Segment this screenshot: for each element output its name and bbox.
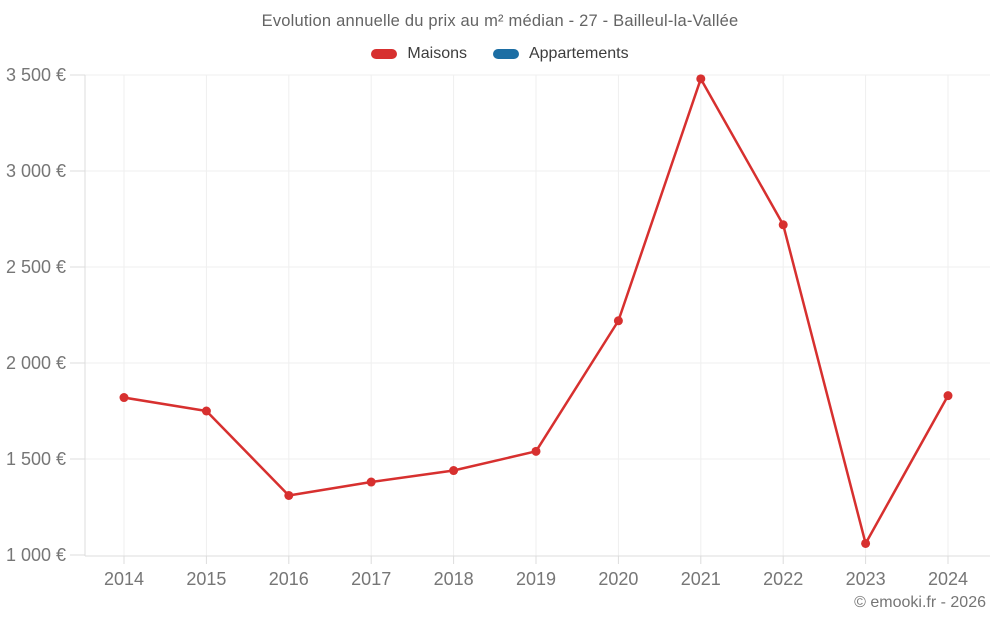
appartements-legend-swatch — [492, 49, 519, 59]
maisons-point-2015[interactable] — [201, 406, 211, 416]
appartements-legend-label: Appartements — [528, 45, 629, 62]
x-tick-label: 2022 — [763, 569, 803, 589]
chart-footer-credit: © emooki.fr - 2026 — [854, 594, 986, 611]
y-tick-label: 1 000 € — [6, 545, 66, 565]
x-tick-label: 2016 — [269, 569, 309, 589]
y-tick-label: 2 000 € — [6, 353, 66, 373]
x-tick-label: 2021 — [681, 569, 721, 589]
x-tick-label: 2023 — [846, 569, 886, 589]
x-tick-label: 2017 — [351, 569, 391, 589]
maisons-point-2019[interactable] — [531, 446, 541, 456]
x-tick-label: 2014 — [104, 569, 144, 589]
y-tick-label: 1 500 € — [6, 449, 66, 469]
y-tick-label: 3 500 € — [6, 65, 66, 85]
maisons-point-2018[interactable] — [449, 466, 459, 476]
maisons-point-2014[interactable] — [119, 393, 129, 403]
chart-legend: Maisons Appartements — [0, 45, 1000, 63]
maisons-point-2017[interactable] — [366, 477, 376, 487]
x-tick-label: 2024 — [928, 569, 968, 589]
maisons-point-2023[interactable] — [861, 538, 871, 548]
maisons-point-2020[interactable] — [613, 316, 623, 326]
maisons-point-2021[interactable] — [696, 74, 706, 84]
maisons-point-2016[interactable] — [284, 490, 294, 500]
x-tick-label: 2015 — [186, 569, 226, 589]
legend-item-appartements[interactable]: Appartements — [492, 45, 629, 63]
x-tick-label: 2019 — [516, 569, 556, 589]
maisons-legend-label: Maisons — [407, 45, 467, 62]
maisons-legend-swatch — [371, 49, 398, 59]
maisons-point-2024[interactable] — [943, 391, 953, 401]
chart-title: Evolution annuelle du prix au m² médian … — [261, 12, 739, 30]
maisons-point-2022[interactable] — [778, 220, 788, 230]
legend-item-maisons[interactable]: Maisons — [371, 45, 467, 63]
x-tick-label: 2020 — [598, 569, 638, 589]
y-tick-label: 2 500 € — [6, 257, 66, 277]
y-tick-label: 3 000 € — [6, 161, 66, 181]
x-tick-label: 2018 — [434, 569, 474, 589]
